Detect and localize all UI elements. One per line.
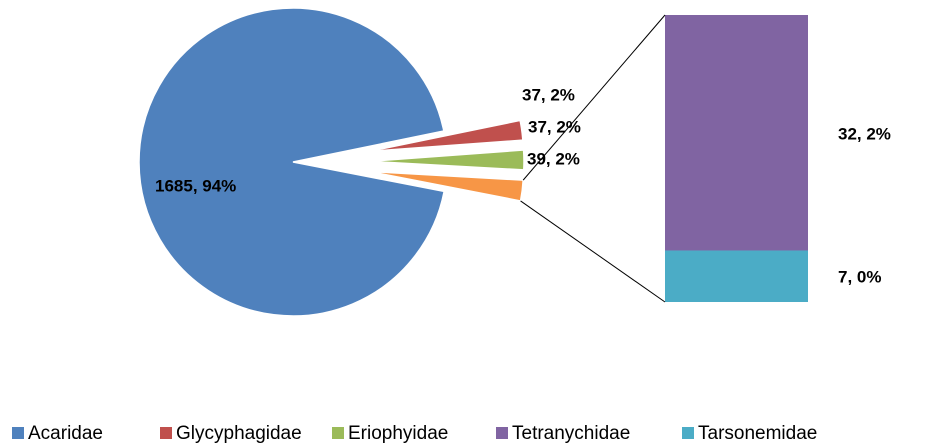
bar-segment (665, 250, 808, 302)
legend-label: Tetranychidae (512, 423, 630, 444)
pie-slice (369, 170, 524, 202)
legend-swatch (332, 427, 344, 439)
connector (522, 14, 666, 181)
legend-swatch (12, 427, 24, 439)
legend-swatch (682, 427, 694, 439)
pie-slice (369, 119, 524, 153)
bar-segment (665, 15, 808, 251)
data-label: 1685, 94% (155, 176, 236, 195)
data-label: 7, 0% (838, 267, 881, 286)
data-label: 37, 2% (528, 117, 581, 136)
data-label: 37, 2% (522, 85, 575, 104)
data-label: 39, 2% (527, 149, 580, 168)
legend-label: Tarsonemidae (698, 423, 817, 444)
legend-label: Eriophyidae (348, 423, 448, 444)
legend-label: Glycyphagidae (176, 423, 302, 444)
data-label: 32, 2% (838, 124, 891, 143)
connector (520, 200, 666, 303)
legend-swatch (496, 427, 508, 439)
legend-swatch (160, 427, 172, 439)
legend-label: Acaridae (28, 423, 103, 444)
pie-slice (138, 7, 446, 317)
pie-slice (369, 149, 525, 171)
